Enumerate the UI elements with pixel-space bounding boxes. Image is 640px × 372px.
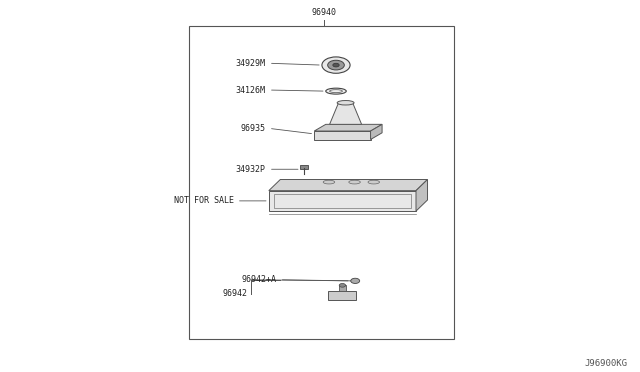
Bar xyxy=(300,165,308,169)
Text: 34932P: 34932P xyxy=(236,165,266,174)
Circle shape xyxy=(333,63,339,67)
Circle shape xyxy=(328,60,344,70)
Text: 34929M: 34929M xyxy=(236,59,266,68)
Bar xyxy=(328,291,356,300)
Bar xyxy=(274,194,411,208)
Ellipse shape xyxy=(349,180,360,184)
Circle shape xyxy=(339,283,346,287)
Bar xyxy=(339,285,346,291)
Polygon shape xyxy=(314,131,371,140)
Text: 96942+A: 96942+A xyxy=(241,275,276,284)
Text: 34126M: 34126M xyxy=(236,86,266,94)
Ellipse shape xyxy=(326,88,346,94)
Text: NOT FOR SALE: NOT FOR SALE xyxy=(173,196,234,205)
Polygon shape xyxy=(314,124,382,131)
Ellipse shape xyxy=(330,90,342,93)
Text: 96940: 96940 xyxy=(312,8,337,17)
Polygon shape xyxy=(269,179,428,190)
Text: 96935: 96935 xyxy=(241,124,266,133)
Polygon shape xyxy=(330,103,362,124)
Bar xyxy=(189,26,454,339)
Ellipse shape xyxy=(368,180,380,184)
Circle shape xyxy=(351,278,360,283)
Polygon shape xyxy=(371,124,382,140)
Polygon shape xyxy=(269,190,416,211)
Ellipse shape xyxy=(337,100,354,105)
Circle shape xyxy=(322,57,350,73)
Text: J96900KG: J96900KG xyxy=(584,359,627,368)
Text: 96942: 96942 xyxy=(223,289,248,298)
Polygon shape xyxy=(416,179,428,211)
Ellipse shape xyxy=(323,180,335,184)
